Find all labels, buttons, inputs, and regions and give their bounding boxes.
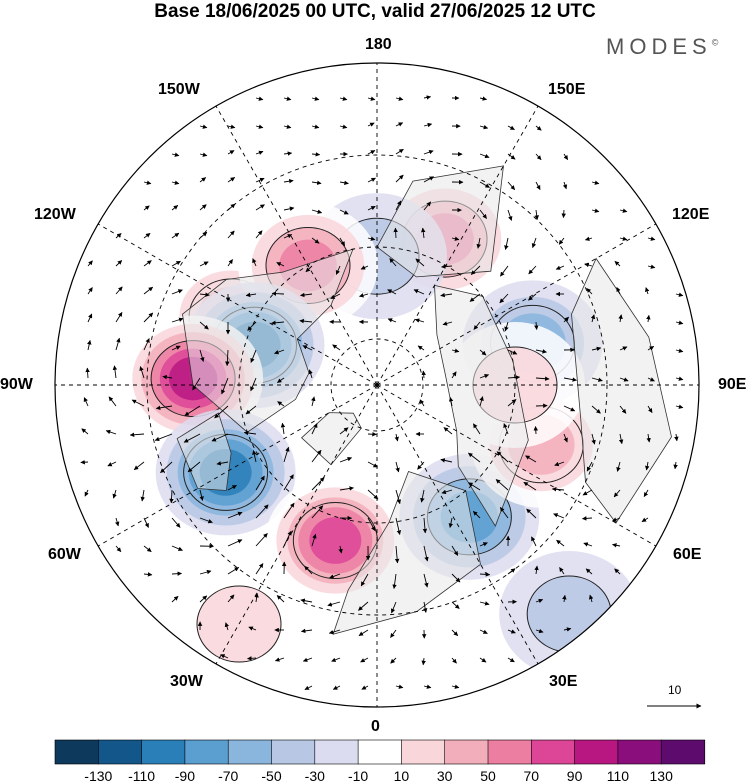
wind-vector-arrow	[563, 210, 564, 218]
colorbar-swatch	[55, 740, 99, 764]
colorbar-swatch	[401, 740, 445, 764]
colorbar-swatch	[531, 740, 575, 764]
colorbar-tick-label: -50	[261, 768, 281, 784]
colorbar-swatch	[272, 740, 316, 764]
colorbar-tick-label: 50	[480, 768, 496, 784]
colorbar-swatch	[618, 740, 662, 764]
colorbar-tick-label: 10	[394, 768, 410, 784]
colorbar-swatch	[142, 740, 186, 764]
colorbar-swatch	[228, 740, 272, 764]
colorbar-tick-label: 30	[437, 768, 453, 784]
lon-label-90w: 90W	[0, 376, 33, 394]
colorbar-tick-label: 110	[607, 768, 629, 784]
reference-vector-icon	[645, 682, 705, 722]
wind-vector-arrow	[272, 293, 284, 294]
lon-label-120w: 120W	[34, 206, 76, 224]
wind-vector-arrow	[395, 228, 396, 238]
lon-label-0: 0	[371, 718, 380, 736]
lon-label-30e: 30E	[549, 673, 577, 691]
colorbar-swatch	[575, 740, 619, 764]
colorbar-tick-label: 130	[650, 768, 673, 784]
colorbar-swatch	[315, 740, 359, 764]
lon-label-150w: 150W	[158, 81, 200, 99]
colorbar-swatch	[488, 740, 532, 764]
anomaly-contour	[309, 517, 361, 564]
wind-vector-arrow	[81, 462, 88, 463]
colorbar-swatch	[185, 740, 229, 764]
lon-label-90e: 90E	[718, 376, 746, 394]
colorbar-tick-label: -10	[348, 768, 368, 784]
colorbar-swatch	[358, 740, 402, 764]
colorbar	[55, 740, 705, 764]
lon-label-180: 180	[365, 36, 392, 54]
lon-label-60w: 60W	[48, 546, 81, 564]
lon-label-150e: 150E	[548, 81, 585, 99]
colorbar-tick-label: -90	[175, 768, 195, 784]
wind-vector-arrow	[172, 573, 182, 574]
colorbar-tick-label: -110	[128, 768, 155, 784]
colorbar-swatch	[445, 740, 489, 764]
colorbar-tick-label: -70	[218, 768, 238, 784]
colorbar-tick-label: 90	[567, 768, 583, 784]
lon-label-30w: 30W	[170, 673, 203, 691]
lon-label-60e: 60E	[673, 546, 701, 564]
colorbar-tick-label: -30	[305, 768, 325, 784]
lon-label-120e: 120E	[672, 206, 709, 224]
colorbar-tick-label: -130	[84, 768, 112, 784]
colorbar-swatch	[98, 740, 142, 764]
wind-vector-arrow	[536, 427, 537, 435]
colorbar-tick-label: 70	[524, 768, 540, 784]
colorbar-swatch	[661, 740, 705, 764]
